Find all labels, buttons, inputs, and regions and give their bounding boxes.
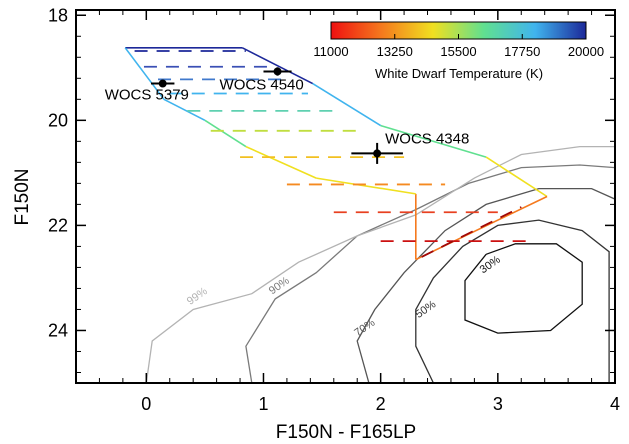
colorbar-title: White Dwarf Temperature (K) <box>375 66 543 81</box>
model-grid-edge <box>485 156 548 198</box>
x-tick-label: 2 <box>376 394 386 414</box>
colorbar-tick-label: 20000 <box>568 44 604 59</box>
colorbar-tick-label: 15500 <box>440 44 476 59</box>
star-label: WOCS 4540 <box>220 76 304 93</box>
model-grid-edge <box>415 195 548 261</box>
star-point <box>373 149 382 158</box>
y-tick-label: 20 <box>48 110 68 130</box>
contour-line <box>356 187 615 383</box>
contour-label: 90% <box>267 275 292 298</box>
model-grid-edge <box>124 47 165 100</box>
model-grid-edge <box>204 119 247 148</box>
contour-label: 99% <box>185 285 210 308</box>
x-tick-label: 3 <box>493 394 503 414</box>
stars: WOCS 5379 WOCS 4540 WOCS 4348 <box>105 67 469 164</box>
x-tick-label: 1 <box>258 394 268 414</box>
y-tick-label: 18 <box>48 5 68 25</box>
y-tick-label: 22 <box>48 215 68 235</box>
colorbar-ticks: 11000 13250 15500 17750 20000 <box>313 34 604 59</box>
contour-line <box>245 164 615 383</box>
model-grid-dashed <box>421 206 522 258</box>
model-grid-edge <box>316 177 416 195</box>
x-axis-label: F150N - F165LP <box>276 422 416 443</box>
contour-label: 70% <box>352 317 377 340</box>
model-grid-edge <box>242 47 314 85</box>
colorbar: 11000 13250 15500 17750 20000 White Dwarf Te… <box>313 21 604 81</box>
model-grid-edge <box>163 98 206 122</box>
star-point <box>273 67 282 76</box>
colorbar-tick-label: 13250 <box>377 44 413 59</box>
axis-ticks: 0 1 2 3 4 18 20 22 24 <box>48 5 620 414</box>
contour-label: 50% <box>413 298 438 321</box>
density-contours: 30% 50% 70% 90% 99% <box>145 145 615 383</box>
model-grid-edge <box>245 145 317 179</box>
model-grid-edge <box>312 82 382 127</box>
colorbar-tick-label: 11000 <box>313 44 348 59</box>
y-axis-label: F150N <box>12 168 33 225</box>
contour-line <box>464 243 583 334</box>
contour-line <box>145 145 615 383</box>
star-label: WOCS 4348 <box>385 130 469 147</box>
plot-frame <box>75 9 616 384</box>
contour-label: 30% <box>478 254 503 277</box>
x-tick-label: 0 <box>141 394 151 414</box>
y-tick-label: 24 <box>48 320 68 340</box>
colorbar-tick-label: 17750 <box>504 44 540 59</box>
star-point <box>158 79 167 88</box>
model-grid-edge <box>380 124 487 158</box>
x-tick-label: 4 <box>610 394 620 414</box>
contour-line <box>415 219 610 383</box>
star-label: WOCS 5379 <box>105 87 189 104</box>
model-grid <box>124 47 548 261</box>
